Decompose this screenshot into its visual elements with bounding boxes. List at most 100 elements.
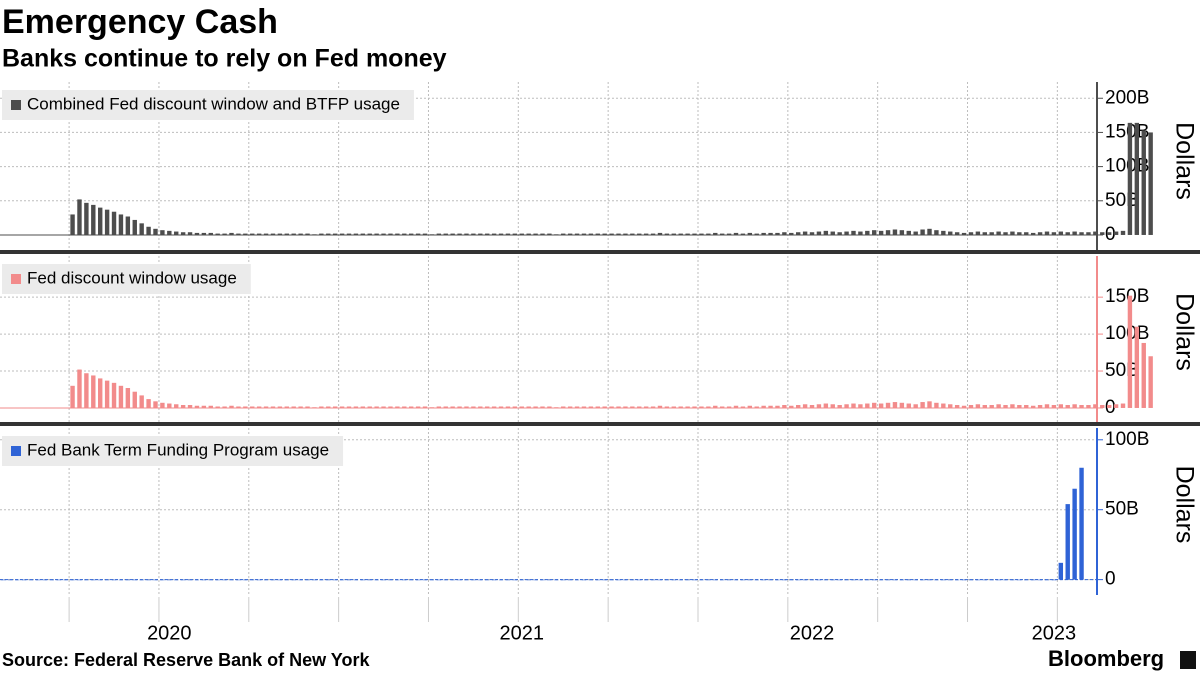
bar	[982, 579, 987, 581]
bar	[885, 230, 891, 235]
bar	[761, 579, 766, 581]
bar	[167, 230, 172, 235]
bar	[243, 233, 248, 235]
bar	[498, 233, 504, 235]
bar	[84, 579, 89, 581]
bar	[498, 406, 504, 408]
bar	[305, 579, 310, 581]
bar	[15, 234, 20, 236]
bar	[602, 406, 607, 408]
bar	[180, 405, 186, 408]
bar	[429, 579, 435, 581]
bar	[540, 406, 545, 408]
bar	[872, 579, 877, 581]
bar	[616, 579, 621, 581]
bar	[284, 406, 289, 408]
bar	[436, 579, 442, 581]
bar	[567, 233, 573, 235]
bar	[291, 579, 296, 581]
bar	[823, 230, 829, 235]
bar	[305, 406, 310, 408]
brand: Bloomberg	[1048, 646, 1164, 671]
bar	[139, 579, 144, 581]
bar	[671, 233, 677, 235]
bar	[885, 579, 891, 581]
bar	[1134, 122, 1140, 235]
bar	[402, 406, 407, 408]
bar	[443, 406, 448, 408]
bar	[478, 233, 483, 235]
bar	[1100, 232, 1105, 235]
bar	[402, 233, 407, 235]
bar	[1079, 467, 1084, 580]
legend-swatch	[11, 274, 21, 284]
bar	[512, 579, 518, 581]
bar	[222, 233, 227, 235]
bar	[457, 579, 462, 581]
bar	[408, 406, 414, 408]
bar	[63, 407, 68, 409]
bar	[284, 579, 289, 581]
bar	[899, 230, 905, 235]
bar	[858, 579, 863, 581]
bar	[111, 382, 117, 408]
bar	[809, 405, 815, 408]
bar	[892, 229, 898, 235]
bar	[63, 234, 68, 236]
bar	[485, 233, 490, 235]
bar	[1072, 404, 1077, 408]
bar	[775, 232, 780, 235]
bar	[91, 375, 96, 408]
bar	[872, 230, 877, 235]
bar	[8, 407, 13, 409]
bar	[1120, 230, 1126, 235]
bar	[733, 579, 739, 581]
bar	[657, 232, 663, 235]
bar	[146, 226, 151, 235]
brand-icon	[1180, 651, 1196, 669]
bar	[132, 579, 137, 581]
bar	[574, 579, 580, 581]
legend-box	[2, 436, 344, 466]
bar	[485, 406, 490, 408]
bar	[180, 579, 186, 581]
bar	[747, 579, 753, 581]
bar	[609, 579, 614, 581]
bar	[339, 579, 345, 581]
bar	[878, 230, 884, 235]
bar	[464, 406, 469, 408]
bar	[588, 579, 594, 581]
bar	[719, 406, 725, 408]
bar	[395, 579, 400, 581]
bar	[326, 579, 331, 581]
bar	[374, 579, 379, 581]
bar	[1065, 232, 1070, 235]
bar	[858, 231, 863, 235]
bar	[996, 231, 1001, 235]
bar	[1093, 404, 1098, 408]
bar	[574, 406, 580, 408]
y-tick-label: 50B	[1105, 499, 1139, 520]
y-tick-label: 50B	[1105, 190, 1139, 211]
y-tick-label: 100B	[1105, 323, 1149, 344]
bar	[402, 579, 407, 581]
bar	[422, 406, 428, 408]
bar	[56, 407, 61, 409]
bar	[422, 233, 428, 235]
bar	[298, 233, 303, 235]
bar	[851, 579, 856, 581]
bar	[167, 403, 172, 408]
bar	[927, 228, 932, 235]
bar	[236, 406, 241, 408]
bar	[408, 233, 414, 235]
bar	[263, 233, 269, 235]
bar	[954, 579, 960, 581]
bar	[1030, 579, 1036, 581]
bar	[699, 579, 704, 581]
bar	[623, 233, 628, 235]
bar	[581, 579, 587, 581]
bar	[395, 406, 400, 408]
bar	[1120, 403, 1126, 408]
bar	[236, 579, 241, 581]
bar	[1065, 405, 1070, 408]
